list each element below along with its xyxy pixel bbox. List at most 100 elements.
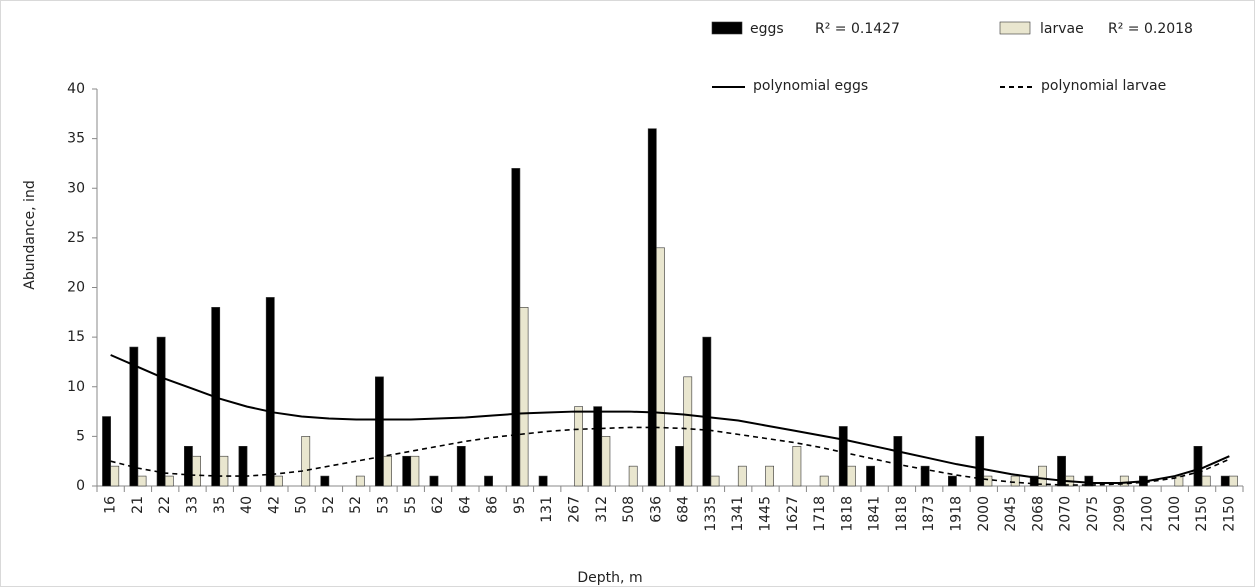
bar bbox=[410, 455, 420, 487]
bar bbox=[983, 475, 993, 487]
bar bbox=[511, 168, 521, 487]
bar bbox=[628, 465, 638, 487]
x-tick-label: 86 bbox=[485, 496, 501, 514]
x-tick-label: 55 bbox=[403, 496, 419, 514]
bar bbox=[110, 465, 120, 487]
bar bbox=[375, 376, 384, 487]
bar bbox=[265, 297, 275, 487]
bar bbox=[710, 475, 720, 487]
x-tick-label: 53 bbox=[376, 496, 392, 514]
x-tick-label: 2045 bbox=[1003, 496, 1019, 532]
x-tick-label: 64 bbox=[457, 496, 473, 514]
legend-swatch bbox=[711, 21, 743, 35]
x-tick-label: 1335 bbox=[703, 496, 719, 532]
x-tick-label: 1841 bbox=[867, 496, 883, 532]
y-axis-title: Abundance, ind bbox=[22, 180, 38, 289]
x-tick-label: 95 bbox=[512, 496, 528, 514]
bar bbox=[429, 475, 439, 487]
bar bbox=[129, 346, 139, 487]
x-tick-label: 1873 bbox=[921, 496, 937, 532]
bar bbox=[1174, 475, 1184, 487]
bar bbox=[1193, 445, 1203, 487]
bar bbox=[1119, 475, 1129, 487]
x-tick-label: 508 bbox=[621, 496, 637, 523]
x-tick-label: 52 bbox=[321, 496, 337, 514]
bar bbox=[819, 475, 829, 487]
x-tick-label: 131 bbox=[539, 496, 555, 523]
x-tick-label: 1341 bbox=[730, 496, 746, 532]
bar bbox=[702, 336, 712, 487]
bar bbox=[102, 416, 111, 487]
bar bbox=[1057, 455, 1066, 487]
bar bbox=[656, 247, 665, 487]
bar bbox=[456, 445, 466, 487]
legend-label: polynomial eggs bbox=[753, 78, 868, 94]
x-tick-label: 2070 bbox=[1058, 496, 1074, 532]
y-tick-label: 20 bbox=[67, 280, 85, 296]
legend-r2: R² = 0.2018 bbox=[1108, 21, 1193, 37]
x-tick-label: 2100 bbox=[1140, 496, 1156, 532]
bar bbox=[192, 455, 201, 487]
bar bbox=[647, 128, 657, 487]
legend-label: polynomial larvae bbox=[1041, 78, 1166, 94]
x-tick-label: 684 bbox=[676, 496, 692, 523]
bar bbox=[1038, 465, 1047, 487]
bar bbox=[1229, 475, 1238, 487]
legend-swatch bbox=[999, 21, 1031, 35]
bar bbox=[975, 436, 985, 487]
x-tick-label: 33 bbox=[185, 496, 201, 514]
bar bbox=[737, 465, 747, 487]
x-tick-label: 2075 bbox=[1085, 496, 1101, 532]
x-tick-label: 636 bbox=[648, 496, 664, 523]
y-tick-label: 10 bbox=[67, 379, 85, 395]
bar bbox=[219, 455, 229, 487]
y-tick-label: 30 bbox=[67, 180, 85, 196]
legend-r2: R² = 0.1427 bbox=[815, 21, 900, 37]
x-tick-label: 22 bbox=[157, 496, 173, 514]
x-tick-label: 2000 bbox=[976, 496, 992, 532]
bar bbox=[301, 436, 311, 487]
y-tick-label: 5 bbox=[76, 428, 85, 444]
x-tick-label: 1627 bbox=[785, 496, 801, 532]
bar bbox=[238, 445, 248, 487]
y-tick-label: 25 bbox=[67, 230, 85, 246]
x-tick-label: 42 bbox=[266, 496, 282, 514]
bar bbox=[519, 307, 529, 487]
bar bbox=[847, 465, 856, 487]
x-tick-label: 2150 bbox=[1194, 496, 1210, 532]
x-tick-label: 2068 bbox=[1030, 496, 1046, 532]
x-tick-label: 35 bbox=[212, 496, 228, 514]
bar bbox=[1220, 475, 1230, 487]
x-tick-label: 2150 bbox=[1221, 496, 1237, 532]
bar bbox=[866, 465, 875, 487]
x-tick-label: 312 bbox=[594, 496, 610, 523]
legend-label: larvae bbox=[1040, 21, 1084, 37]
bar bbox=[1084, 475, 1094, 487]
bar bbox=[402, 455, 412, 487]
bar bbox=[156, 336, 166, 487]
x-tick-label: 50 bbox=[294, 496, 310, 514]
x-tick-label: 62 bbox=[430, 496, 446, 514]
legend-label: eggs bbox=[750, 21, 784, 37]
bar bbox=[593, 406, 603, 487]
bar bbox=[1010, 475, 1020, 487]
bar bbox=[538, 475, 548, 487]
bar bbox=[765, 465, 774, 487]
bar bbox=[164, 475, 174, 487]
bar bbox=[893, 436, 903, 487]
bar bbox=[274, 475, 283, 487]
trendline bbox=[110, 354, 1230, 485]
x-tick-label: 1818 bbox=[839, 496, 855, 532]
bar bbox=[792, 445, 802, 487]
bar bbox=[838, 426, 848, 487]
bar bbox=[1201, 475, 1211, 487]
x-tick-label: 2100 bbox=[1167, 496, 1183, 532]
bar bbox=[320, 475, 330, 487]
bar bbox=[355, 475, 365, 487]
bar bbox=[574, 406, 583, 487]
y-tick-label: 0 bbox=[76, 478, 85, 494]
bar bbox=[920, 465, 930, 487]
x-tick-label: 1818 bbox=[894, 496, 910, 532]
x-tick-label: 1718 bbox=[812, 496, 828, 532]
